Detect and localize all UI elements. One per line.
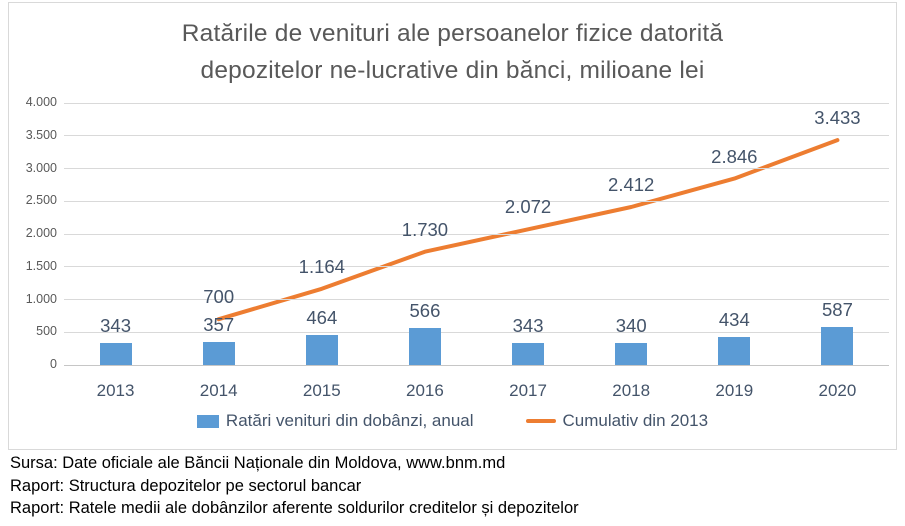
- bar-value-label-2016: 566: [409, 299, 441, 321]
- legend-item-bar-series: Ratări venituri din dobânzi, anual: [196, 411, 474, 431]
- chart-title: Ratările de venituri ale persoanelor fiz…: [9, 15, 896, 89]
- line-value-label-2016: 1.730: [401, 218, 449, 240]
- bar-value-label-2019: 434: [718, 308, 750, 330]
- cumulative-line: [216, 138, 840, 322]
- bar-2015: [305, 334, 338, 365]
- x-axis-label-2017: 2017: [509, 381, 547, 400]
- y-axis-tick-0: 0: [50, 357, 57, 371]
- x-axis-label-2019: 2019: [715, 381, 754, 400]
- bar-value-label-2013: 343: [100, 314, 131, 336]
- legend: Ratări venituri din dobânzi, anual Cumul…: [9, 411, 896, 431]
- bar-2019: [718, 336, 751, 365]
- line-value-label-2015: 1.164: [298, 255, 345, 277]
- gridline-2.000: [64, 233, 889, 235]
- bar-2014: [202, 341, 235, 365]
- gridline-4.000: [64, 102, 889, 104]
- source-note-line-3: Raport: Ratele medii ale dobânzilor afer…: [10, 499, 579, 517]
- x-axis-label-2014: 2014: [199, 381, 238, 400]
- chart-title-line-2: depozitelor ne-lucrative din bănci, mili…: [200, 57, 705, 84]
- line-value-label-2018: 2.412: [608, 174, 655, 196]
- x-axis-label-2013: 2013: [96, 381, 135, 400]
- y-axis-tick-4.000: 4.000: [25, 95, 57, 109]
- gridline-3.500: [64, 135, 889, 137]
- cumulative-line-series: [216, 138, 840, 322]
- y-axis-tick-3.000: 3.000: [25, 160, 57, 175]
- bar-2018: [615, 342, 648, 365]
- x-axis-label-2016: 2016: [406, 381, 444, 400]
- legend-bar-swatch: [196, 414, 219, 428]
- gridline-1.000: [64, 299, 889, 300]
- gridline-500: [64, 331, 889, 333]
- legend-line-swatch: [525, 419, 556, 423]
- line-value-label-2014: 700: [203, 286, 235, 308]
- y-axis-tick-1.000: 1.000: [25, 291, 57, 306]
- chart-container: Ratările de venituri ale persoanelor fiz…: [8, 2, 897, 450]
- gridline-2.500: [64, 200, 889, 202]
- bar-value-label-2015: 464: [306, 306, 338, 328]
- bar-value-label-2017: 343: [512, 314, 544, 336]
- x-axis-label-2015: 2015: [302, 381, 341, 400]
- legend-bar-label: Ratări venituri din dobânzi, anual: [225, 411, 474, 430]
- legend-line-label: Cumulativ din 2013: [562, 411, 709, 430]
- gridline-3.000: [64, 168, 889, 169]
- source-notes: Sursa: Date oficiale ale Băncii Național…: [10, 452, 579, 520]
- gridline-1.500: [64, 266, 889, 268]
- bar-2020: [821, 326, 854, 365]
- y-axis-tick-2.000: 2.000: [25, 226, 57, 240]
- source-note-line-1: Sursa: Date oficiale ale Băncii Național…: [10, 454, 506, 472]
- bar-value-label-2020: 587: [822, 298, 853, 320]
- gridline-0: [64, 364, 889, 366]
- bar-value-label-2018: 340: [615, 314, 647, 336]
- bar-value-label-2014: 357: [203, 313, 235, 335]
- legend-item-line-series: Cumulativ din 2013: [525, 411, 709, 431]
- x-axis-label-2020: 2020: [818, 381, 857, 400]
- bar-2013: [99, 342, 132, 365]
- plot-area: 343 357 464 566 343 340 434 587 700 1.164 1.730 2.0…: [64, 102, 889, 366]
- y-axis-tick-2.500: 2.500: [25, 193, 57, 208]
- bar-2016: [408, 327, 441, 365]
- source-note-line-2: Raport: Structura depozitelor pe sectoru…: [10, 476, 362, 495]
- chart-title-line-1: Ratările de venituri ale persoanelor fiz…: [181, 20, 724, 47]
- y-axis-tick-500: 500: [36, 324, 57, 339]
- y-axis-tick-1.500: 1.500: [25, 258, 57, 273]
- line-value-label-2019: 2.846: [711, 145, 758, 167]
- line-value-label-2017: 2.072: [504, 196, 552, 218]
- line-value-label-2020: 3.433: [814, 107, 861, 129]
- x-axis-label-2018: 2018: [612, 381, 651, 400]
- bar-2017: [512, 342, 545, 365]
- y-axis-tick-3.500: 3.500: [25, 127, 57, 142]
